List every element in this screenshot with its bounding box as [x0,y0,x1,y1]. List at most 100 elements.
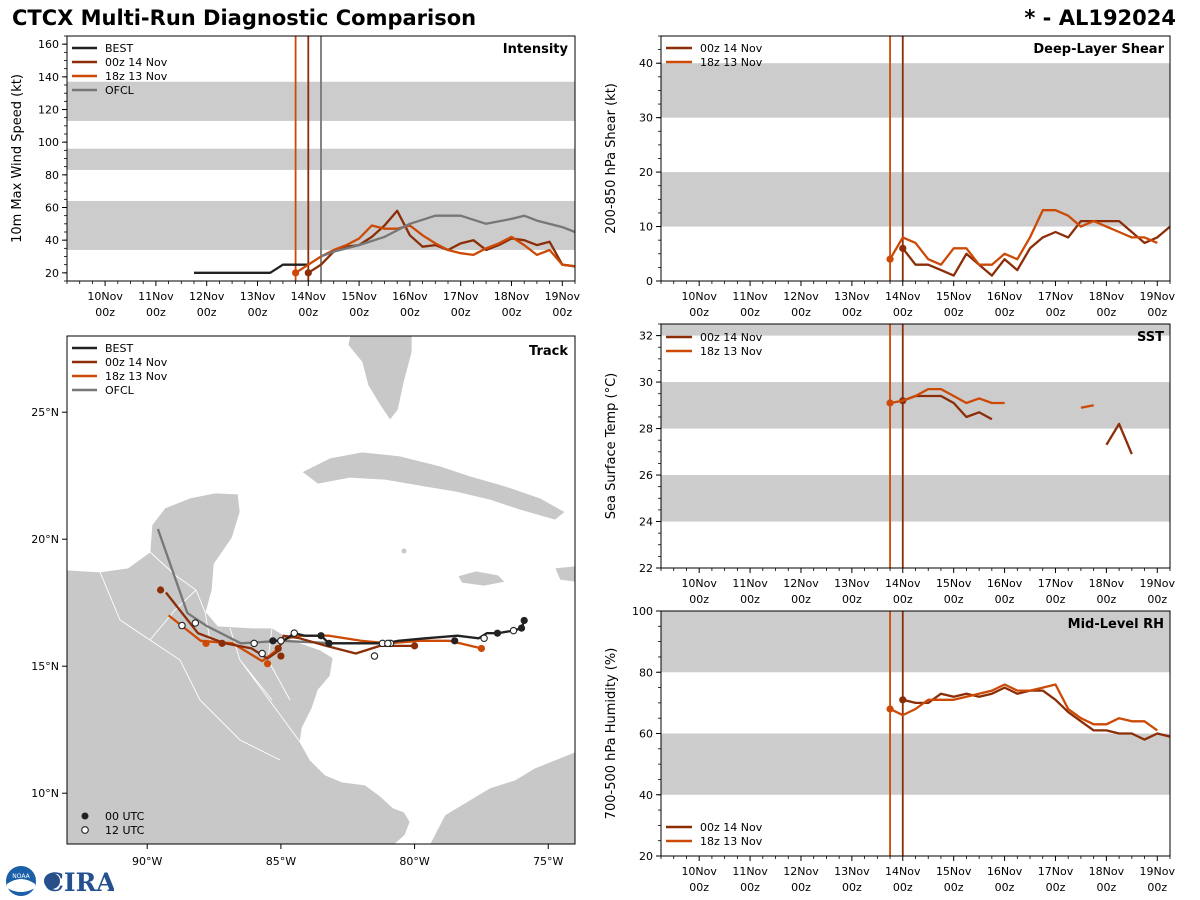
sst-ytick-label: 26 [639,469,653,482]
sst-ytick-label: 32 [639,330,653,343]
sst-xtick-label-day: 18Nov [1089,577,1125,590]
track-marker-12utc-ofcl [191,619,200,627]
sst-xtick-label-day: 19Nov [1140,577,1176,590]
track-marker-00utc-run00z [410,642,419,650]
sst-ytick-label: 24 [639,516,653,529]
track-xtick-label: 85°W [266,855,296,868]
legend-12utc: 12 UTC [105,824,145,837]
intensity-ytick-label: 60 [45,202,59,215]
track-xtick-label: 90°W [132,855,162,868]
track-xtick-label: 75°W [533,855,563,868]
track-frame [66,335,576,845]
rh-xtick-label-day: 19Nov [1140,865,1176,878]
sst-xtick-label-day: 12Nov [783,577,819,590]
sst-xtick-label-hour: 00z [1096,593,1116,606]
shear-xtick-label-day: 19Nov [1140,290,1176,303]
cuba-land [301,451,566,521]
rh-xtick-label-hour: 00z [842,881,862,894]
rh-legend: 00z 14 Nov 18z 13 Nov [666,821,763,848]
sst-panel-label: SST [1137,330,1164,345]
sst-series-run18z-1 [1080,404,1094,409]
rh-xtick-label-hour: 00z [1096,881,1116,894]
map-land [67,336,575,844]
sst-xtick-label-hour: 00z [689,593,709,606]
intensity-ytick-label: 140 [38,71,59,84]
intensity-xtick-label-hour: 00z [197,306,217,319]
sst-series-run00z-1 [1105,422,1133,455]
intensity-ytick-label: 160 [38,38,59,51]
shear-xtick-label-day: 16Nov [987,290,1023,303]
sst-band-2 [661,324,1170,336]
intensity-series-best [194,263,309,274]
legend-18z: 18z 13 Nov [700,56,763,69]
legend-18z: 18z 13 Nov [105,370,168,383]
shear-ytick-label: 30 [639,112,653,125]
rh-xtick-label-day: 11Nov [732,865,768,878]
rh-xtick-label-hour: 00z [740,881,760,894]
shear-xtick-label-hour: 00z [740,306,760,319]
rh-series-run18z [889,683,1158,732]
sst-xtick-label-hour: 00z [842,593,862,606]
intensity-panel-label: Intensity [503,42,569,57]
mexico-central-america-land [67,492,411,844]
sst-xtick-label-day: 16Nov [987,577,1023,590]
intensity-panel: 20 40 60 80 100 120 140 160 10Nov 00z 11Nov 00z 12No… [10,35,581,319]
rh-xtick-label-day: 17Nov [1038,865,1074,878]
track-marker-12utc-best [509,626,518,635]
sst-xtick-label-day: 17Nov [1038,577,1074,590]
shear-xtick-label-day: 11Nov [732,290,768,303]
track-line-best [272,620,526,645]
shear-xtick-label-day: 15Nov [936,290,972,303]
shear-ytick-label: 0 [646,275,653,288]
rh-start-marker-run00z [899,696,907,704]
rh-xtick-label-day: 18Nov [1089,865,1125,878]
sst-band-0 [661,475,1170,522]
intensity-xtick-label-hour: 00z [146,306,166,319]
track-panel-label: Track [529,344,568,359]
rh-xtick-label-day: 14Nov [885,865,921,878]
track-marker-12utc-run18z [258,649,266,658]
jamaica-land [457,570,506,587]
intensity-start-marker-run18z [292,269,300,277]
intensity-xtick-label-hour: 00z [552,306,572,319]
intensity-start-marker-run00z [304,269,312,277]
track-marker-00utc-best [451,637,459,645]
sst-ytick-label: 30 [639,376,653,389]
legend-ofcl: OFCL [105,84,135,97]
track-marker-00utc-best [517,624,526,632]
sst-xtick-label-hour: 00z [740,593,760,606]
cira-logo-text: CIRA [44,868,114,897]
shear-start-marker-run00z [899,244,907,252]
shear-xtick-label-day: 17Nov [1038,290,1074,303]
intensity-ylabel: 10m Max Wind Speed (kt) [10,74,25,243]
intensity-xtick-label-day: 11Nov [138,290,174,303]
intensity-ytick-label: 100 [38,136,59,149]
sst-ytick-label: 28 [639,423,653,436]
rh-panel-label: Mid-Level RH [1068,617,1164,632]
legend-ofcl: OFCL [105,384,135,397]
intensity-xtick-label-hour: 00z [248,306,268,319]
sst-xtick-label-day: 13Nov [834,577,870,590]
legend-18z: 18z 13 Nov [700,345,763,358]
legend-00z: 00z 14 Nov [700,331,763,344]
storm-id: * - AL192024 [1024,6,1176,30]
intensity-ytick-label: 80 [45,169,59,182]
intensity-ytick-label: 120 [38,104,59,117]
intensity-xtick-label-day: 15Nov [341,290,377,303]
intensity-xtick-label-hour: 00z [95,306,115,319]
sst-legend: 00z 14 Nov 18z 13 Nov [666,331,763,358]
shear-xtick-label-hour: 00z [842,306,862,319]
intensity-series-ofcl [320,214,575,258]
rh-ytick-label: 80 [639,666,653,679]
rh-xtick-label-day: 16Nov [987,865,1023,878]
rh-plot-area [661,611,1170,856]
intensity-ytick-label: 40 [45,234,59,247]
sst-series-run18z [889,387,1005,405]
track-marker-00utc-run00z [156,586,165,594]
track-marker-00utc-run18z [202,639,210,647]
shear-xtick-label-hour: 00z [1147,306,1167,319]
rh-xtick-label-day: 12Nov [783,865,819,878]
sst-frame [660,323,1171,569]
sst-xtick-label-hour: 00z [1147,593,1167,606]
